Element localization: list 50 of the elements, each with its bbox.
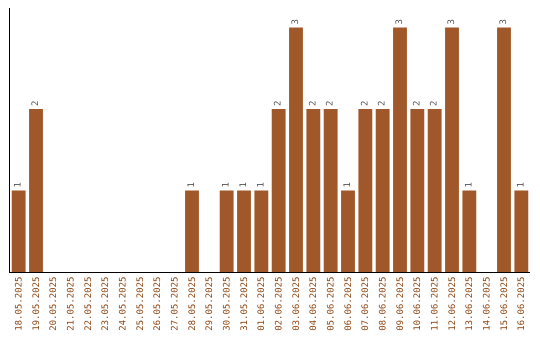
data-label: 1 <box>222 182 232 188</box>
x-tick-label: 22.05.2025 <box>84 276 94 331</box>
x-tick-label: 06.06.2025 <box>344 276 354 331</box>
x-tick-label: 28.05.2025 <box>188 276 198 331</box>
x-tick-label: 30.05.2025 <box>222 276 233 331</box>
data-label: 1 <box>516 182 526 188</box>
x-tick-label: 09.06.2025 <box>396 276 406 331</box>
x-tick-label: 03.06.2025 <box>292 276 302 331</box>
x-tick-label: 10.06.2025 <box>413 276 424 331</box>
x-tick-label: 18.05.2025 <box>14 276 25 331</box>
data-label: 2 <box>308 100 318 106</box>
data-label: 3 <box>499 19 509 25</box>
data-label: 1 <box>256 182 266 188</box>
data-label: 2 <box>274 100 284 106</box>
x-tick-label: 19.05.2025 <box>32 276 42 331</box>
x-tick-label: 14.06.2025 <box>482 276 493 331</box>
data-label: 1 <box>239 182 249 188</box>
x-tick-label: 02.06.2025 <box>274 276 285 331</box>
x-tick-label: 26.05.2025 <box>153 276 164 331</box>
data-label: 1 <box>464 182 474 188</box>
x-tick-label: 11.06.2025 <box>430 276 441 331</box>
data-label: 3 <box>395 19 405 25</box>
data-label: 2 <box>31 100 41 106</box>
data-label: 1 <box>343 182 353 188</box>
x-tick-label: 12.06.2025 <box>448 276 458 331</box>
x-tick-label: 25.05.2025 <box>136 276 146 331</box>
data-label: 2 <box>412 100 422 106</box>
x-tick-label: 16.06.2025 <box>517 276 528 331</box>
data-label: 2 <box>430 100 440 106</box>
x-tick-label: 31.05.2025 <box>240 276 250 331</box>
x-tick-label: 05.06.2025 <box>326 276 337 331</box>
x-tick-label: 13.06.2025 <box>465 276 476 331</box>
x-tick-label: 21.05.2025 <box>66 276 77 331</box>
data-label: 3 <box>447 19 457 25</box>
data-label: 1 <box>187 182 197 188</box>
x-tick-label: 27.05.2025 <box>170 276 181 331</box>
x-tick-label: 20.05.2025 <box>49 276 60 331</box>
x-tick-label: 08.06.2025 <box>378 276 389 331</box>
x-tick-label: 24.05.2025 <box>118 276 129 331</box>
data-label: 3 <box>291 19 301 25</box>
data-label: 2 <box>378 100 388 106</box>
data-label: 2 <box>360 100 370 106</box>
x-tick-label: 23.05.2025 <box>101 276 112 331</box>
x-tick-label: 01.06.2025 <box>257 276 268 331</box>
x-tick-label: 07.06.2025 <box>361 276 372 331</box>
data-label: 1 <box>14 182 24 188</box>
x-tick-label: 29.05.2025 <box>205 276 216 331</box>
x-tick-label: 04.06.2025 <box>309 276 320 331</box>
data-label: 2 <box>326 100 336 106</box>
x-tick-label: 15.06.2025 <box>500 276 510 331</box>
